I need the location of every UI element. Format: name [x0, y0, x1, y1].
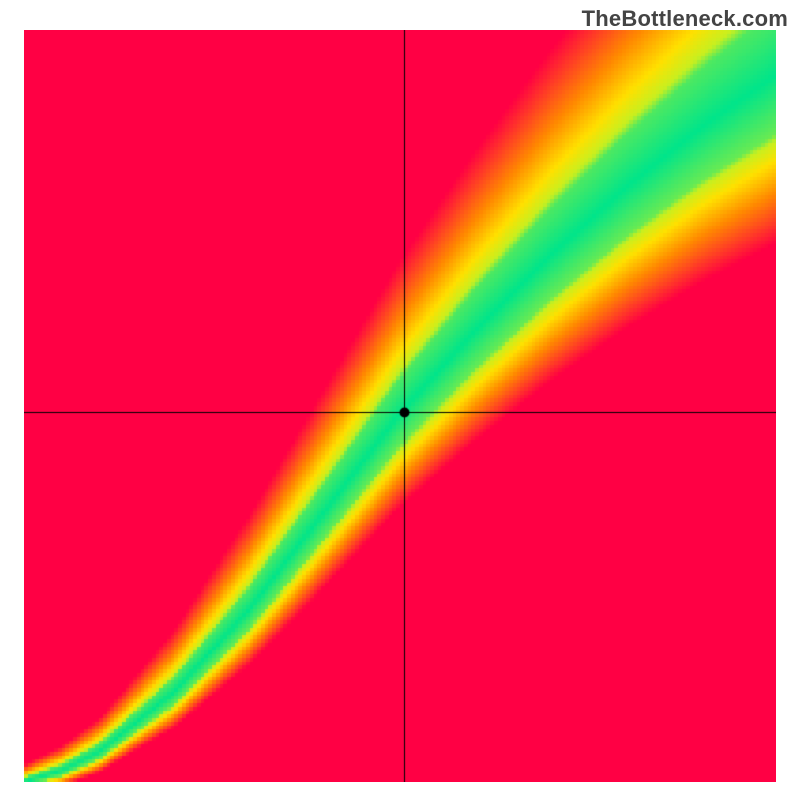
watermark-text: TheBottleneck.com — [582, 6, 788, 32]
bottleneck-heatmap — [24, 30, 776, 782]
